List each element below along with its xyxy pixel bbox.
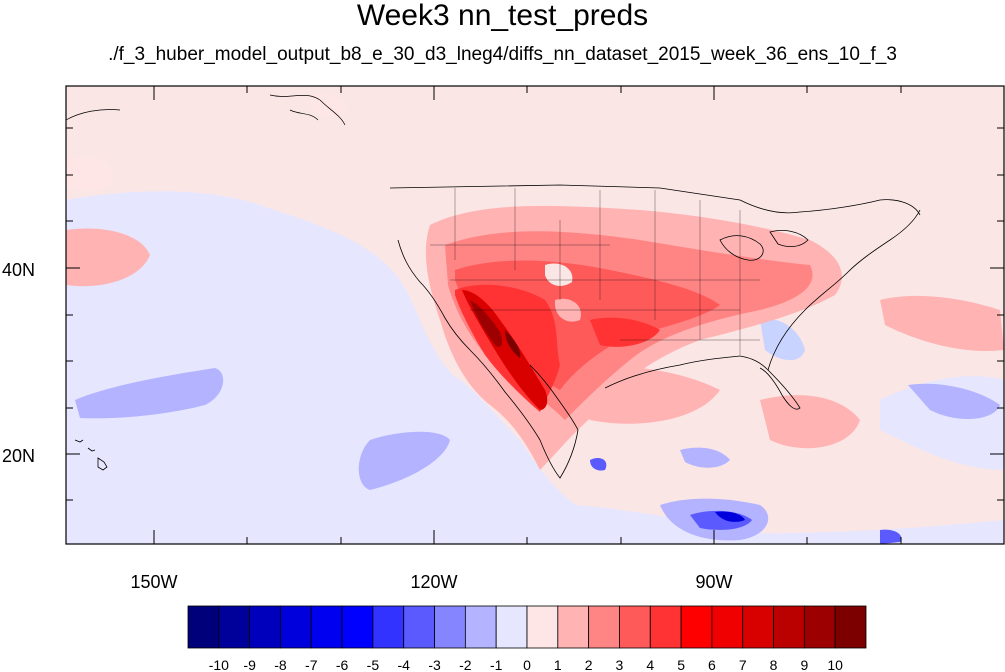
colorbar-swatch [526, 605, 559, 649]
colorbar-swatch [711, 605, 744, 649]
colorbar-swatch [834, 605, 867, 649]
colorbar-swatch [341, 605, 374, 649]
colorbar-tick-label: 4 [646, 657, 654, 672]
pale-patch [545, 263, 573, 286]
warm-anomaly-stronger [590, 317, 660, 347]
warm-anomaly-peak [505, 330, 521, 358]
map-title: Week3 nn_test_preds [356, 0, 649, 32]
colorbar-swatch [803, 605, 836, 649]
colorbar-swatch [742, 605, 774, 649]
blue-patch [880, 529, 902, 544]
colorbar-swatch [649, 605, 682, 649]
colorbar-tick-label: 6 [708, 657, 716, 672]
colorbar-swatch [372, 605, 405, 649]
great-lake [719, 235, 764, 261]
state-borders [430, 188, 760, 355]
lon-label-120w: 120W [410, 572, 457, 592]
red-patch [66, 228, 150, 287]
colorbar-tick-label: 8 [770, 657, 778, 672]
colorbar-tick-label: -7 [305, 657, 318, 672]
colorbar-tick-label: -10 [209, 657, 229, 672]
colorbar-swatch [619, 605, 651, 649]
colorbar-tick-label: -8 [274, 657, 287, 672]
warm-anomaly-peak [470, 300, 503, 347]
coastline [389, 184, 921, 479]
colorbar-tick-label: 5 [677, 657, 685, 672]
blue-patch-strongest [715, 511, 745, 522]
lon-label-90w: 90W [695, 572, 732, 592]
blue-patch [358, 431, 450, 490]
colorbar-tick-label: 1 [554, 657, 562, 672]
pacific-coastline [397, 239, 579, 479]
colorbar-swatch [680, 605, 713, 649]
lon-label-150w: 150W [130, 572, 177, 592]
pale-patch [66, 156, 113, 191]
colorbar-tick-label: -5 [367, 657, 380, 672]
colorbar [187, 605, 867, 649]
colorbar-tick-label: 10 [827, 657, 843, 672]
colorbar-swatch [403, 605, 435, 649]
colorbar-swatch [280, 605, 312, 649]
northern-border [389, 184, 921, 216]
colorbar-swatch [249, 605, 281, 649]
colorbar-tick-label: 3 [616, 657, 624, 672]
colorbar-tick-label: -2 [459, 657, 472, 672]
southeast-negative [760, 319, 805, 361]
hawaii-coast [74, 439, 108, 471]
colorbar-swatch [187, 605, 220, 649]
anomaly-field [66, 93, 1004, 544]
colorbar-swatch [464, 605, 497, 649]
pacific-negative-region-2 [66, 290, 420, 544]
colorbar-tick-label: -6 [336, 657, 349, 672]
colorbar-swatch [434, 605, 466, 649]
colorbar-tick-label: -9 [243, 657, 256, 672]
map-subtitle: ./f_3_huber_model_output_b8_e_30_d3_lneg… [108, 44, 897, 65]
lat-ticks [66, 127, 1004, 501]
blue-patch [75, 368, 224, 419]
blue-patch [590, 458, 607, 471]
alaska-coast [65, 94, 346, 126]
lon-ticks [153, 86, 902, 544]
colorbar-tick-label: 7 [739, 657, 747, 672]
colorbar-tick-label: 9 [800, 657, 808, 672]
colorbar-swatch [773, 605, 805, 649]
colorbar-swatch [310, 605, 343, 649]
blue-patch [680, 447, 730, 468]
lat-label-20n: 20N [2, 446, 35, 466]
colorbar-swatch [218, 605, 251, 649]
colorbar-tick-label: 0 [523, 657, 531, 672]
red-patch [880, 295, 1004, 351]
red-patch [760, 395, 860, 449]
colorbar-tick-label: 2 [585, 657, 593, 672]
atlantic-coastline [767, 209, 921, 371]
lat-label-40n: 40N [2, 260, 35, 280]
blue-patch [908, 383, 1000, 420]
colorbar-labels: -10 -9 -8 -7 -6 -5 -4 -3 -2 -1 0 1 2 3 4 5 6 7 8 9 10 [209, 657, 843, 672]
colorbar-tick-label: -4 [398, 657, 411, 672]
colorbar-tick-label: -3 [428, 657, 441, 672]
colorbar-swatch [588, 605, 620, 649]
colorbar-swatch [557, 605, 590, 649]
colorbar-swatch [495, 605, 528, 649]
colorbar-tick-label: -1 [490, 657, 503, 672]
great-lake [769, 230, 809, 248]
